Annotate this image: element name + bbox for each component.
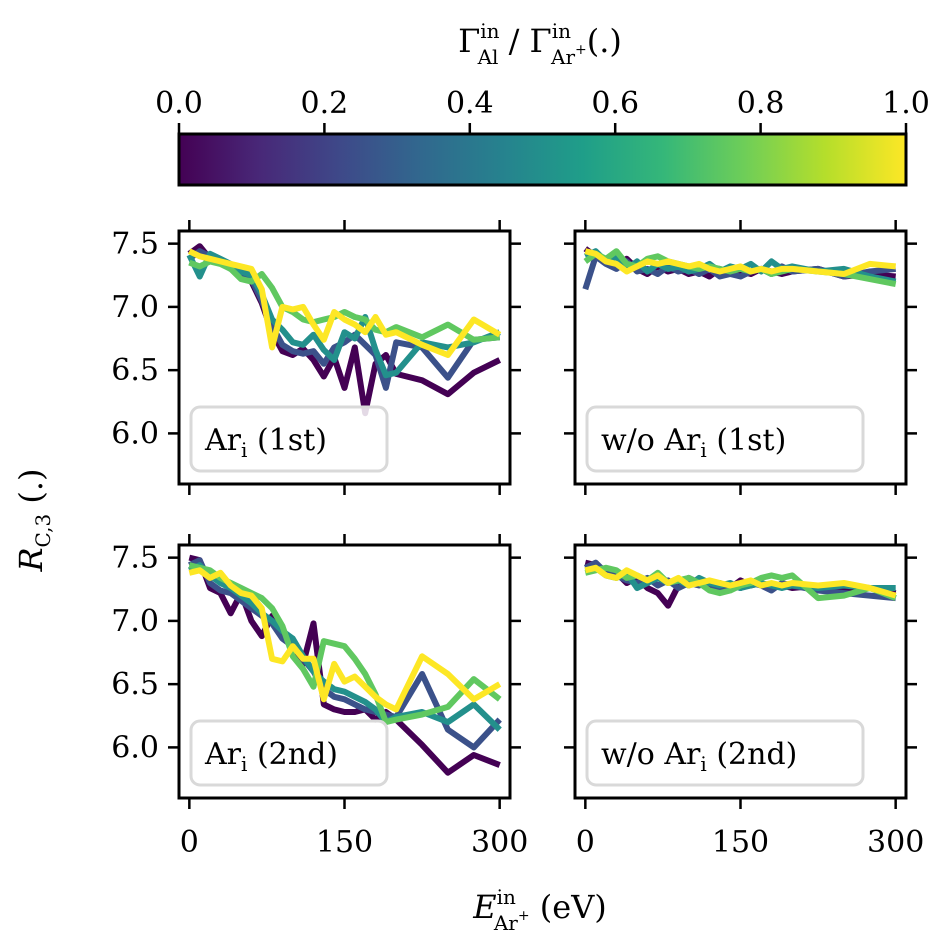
- series-group: [583, 559, 897, 609]
- x-tick-label: 150: [712, 825, 769, 860]
- x-tick-label: 0: [576, 825, 595, 860]
- y-tick-label: 7.5: [111, 227, 159, 262]
- colorbar: 0.0 0.2 0.4 0.6 0.8 1.0: [155, 86, 930, 187]
- x-tick-label: 150: [316, 825, 373, 860]
- x-tick-label: 300: [471, 825, 528, 860]
- panel-top-left: Ari (1st) 6.0 6.5 7.0 7.5: [111, 220, 521, 495]
- x-axis-label: Ein Ar+ (eV): [472, 885, 607, 935]
- y-tick-label: 6.0: [111, 730, 159, 765]
- legend-label: Ari (1st): [204, 423, 327, 462]
- y-tick-label: 7.0: [111, 290, 159, 325]
- colorbar-tick-label: 0.8: [737, 86, 785, 121]
- series-line-4: [584, 248, 896, 277]
- legend: Ari (2nd): [189, 719, 389, 787]
- y-tick-label: 7.0: [111, 604, 159, 639]
- legend-box: [585, 719, 865, 787]
- legend-label: w/o Ari (1st): [601, 423, 786, 462]
- panel-bottom-left: Ari (2nd) 6.0 6.5 7.0 7.5 0 150 300: [111, 534, 528, 860]
- series-line-4: [188, 567, 502, 713]
- colorbar-tick-label: 0.6: [591, 86, 639, 121]
- panel-top-right: w/o Ari (1st): [564, 220, 917, 495]
- series-line-3: [188, 258, 500, 343]
- y-tick-label: 6.5: [111, 353, 159, 388]
- colorbar-tick-label: 0.0: [155, 86, 203, 121]
- series-group: [187, 554, 502, 776]
- legend: w/o Ari (2nd): [585, 719, 865, 787]
- series-line-3: [584, 564, 897, 602]
- legend-label: w/o Ari (2nd): [601, 737, 797, 776]
- series-line-4: [187, 248, 502, 358]
- x-tick-label: 300: [867, 825, 924, 860]
- series-group: [582, 246, 897, 291]
- legend-box: [189, 719, 389, 787]
- x-tick-label: 0: [180, 825, 199, 860]
- colorbar-tick-label: 1.0: [882, 86, 930, 121]
- colorbar-gradient: [177, 132, 908, 187]
- series-line-4: [584, 564, 897, 599]
- legend-box: [585, 405, 865, 473]
- colorbar-tick-label: 0.2: [301, 86, 349, 121]
- panel-bottom-right: w/o Ari (2nd) 0 150 300: [564, 534, 924, 860]
- legend: w/o Ari (1st): [585, 405, 865, 473]
- panels: Ari (1st) 6.0 6.5 7.0 7.5 w/o Ari (1st) Ari (2…: [111, 220, 924, 860]
- y-axis-label: RC,3 (.): [12, 468, 55, 572]
- series-group: [186, 243, 502, 417]
- colorbar-tick-label: 0.4: [446, 86, 494, 121]
- y-tick-label: 7.5: [111, 541, 159, 576]
- y-tick-label: 6.0: [111, 416, 159, 451]
- legend-box: [189, 405, 389, 473]
- legend-label: Ari (2nd): [204, 737, 338, 776]
- colorbar-label: Γin Al / Γin Ar+(.): [458, 19, 622, 69]
- legend: Ari (1st): [189, 405, 389, 473]
- y-tick-label: 6.5: [111, 667, 159, 702]
